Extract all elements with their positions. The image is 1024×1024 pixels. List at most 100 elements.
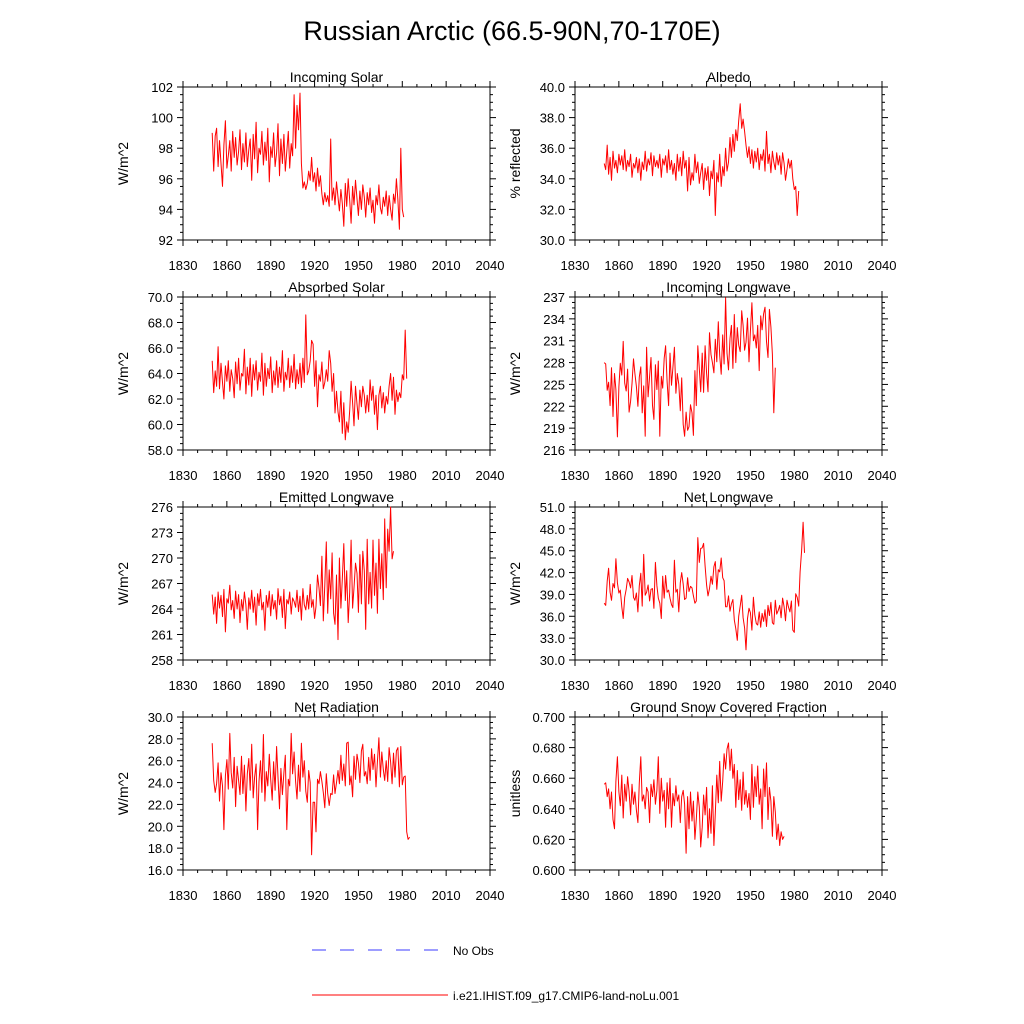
y-tick-label: 70.0	[148, 290, 173, 305]
panel-emitted-longwave: Emitted Longwave W/m^2 258 261 264 267 270 273 2…	[115, 489, 504, 693]
y-tick-label: 261	[151, 628, 173, 643]
x-tick-label: 2010	[824, 468, 853, 483]
panels: Incoming Solar W/m^2 92 94 96 98 100 102 1830 186…	[115, 69, 896, 903]
series-line	[211, 314, 408, 441]
y-tick-label: 64.0	[148, 367, 173, 382]
series-line	[211, 732, 411, 856]
x-tick-label: 1950	[736, 468, 765, 483]
x-tick-label: 1920	[692, 888, 721, 903]
y-tick-label: 273	[151, 526, 173, 541]
x-tick-label: 2010	[432, 258, 461, 273]
y-tick-label: 60.0	[148, 418, 173, 433]
x-tick-label: 1950	[736, 678, 765, 693]
panel-net-longwave: Net Longwave W/m^2 30.0 33.0 36.0 39.0 42.0 45.…	[507, 489, 896, 693]
x-tick-label: 1980	[388, 258, 417, 273]
x-tick-label: 1920	[692, 678, 721, 693]
panel-title: Net Radiation	[294, 699, 379, 715]
y-tick-label: 34.0	[540, 172, 565, 187]
panel-title: Ground Snow Covered Fraction	[630, 699, 827, 715]
series-line	[211, 92, 405, 230]
y-tick-label: 24.0	[148, 776, 173, 791]
panel-incoming-solar: Incoming Solar W/m^2 92 94 96 98 100 102 1830 186…	[115, 69, 504, 273]
y-axis-label: W/m^2	[507, 352, 523, 395]
x-tick-label: 1830	[561, 468, 590, 483]
y-tick-label: 32.0	[540, 202, 565, 217]
y-tick-label: 62.0	[148, 392, 173, 407]
x-tick-label: 1950	[736, 258, 765, 273]
figure-title: Russian Arctic (66.5-90N,70-170E)	[303, 16, 720, 46]
plot-frame	[574, 296, 883, 451]
x-tick-label: 1950	[344, 888, 373, 903]
plot-frame	[574, 506, 883, 661]
series-line	[603, 521, 805, 651]
plot-frame	[182, 86, 491, 241]
panel-ground-snow-covered-fraction: Ground Snow Covered Fraction unitless 0.60…	[507, 699, 896, 903]
y-tick-label: 267	[151, 577, 173, 592]
y-tick-label: 0.680	[532, 741, 565, 756]
y-tick-label: 22.0	[148, 797, 173, 812]
x-tick-label: 1950	[344, 678, 373, 693]
panel-title: Incoming Solar	[290, 69, 384, 85]
x-tick-label: 2010	[824, 888, 853, 903]
x-tick-label: 1860	[212, 468, 241, 483]
y-tick-label: 68.0	[148, 316, 173, 331]
x-tick-label: 1860	[604, 258, 633, 273]
x-tick-label: 1860	[604, 888, 633, 903]
x-tick-label: 1830	[169, 258, 198, 273]
x-tick-label: 1890	[256, 468, 285, 483]
x-tick-label: 1830	[169, 888, 198, 903]
y-tick-label: 231	[543, 334, 565, 349]
y-axis-label: W/m^2	[507, 562, 523, 605]
x-tick-label: 1830	[561, 258, 590, 273]
x-tick-label: 1920	[300, 678, 329, 693]
y-tick-label: 270	[151, 551, 173, 566]
y-axis-label: W/m^2	[115, 772, 131, 815]
x-tick-label: 1860	[604, 678, 633, 693]
y-tick-label: 98	[159, 141, 173, 156]
y-tick-label: 222	[543, 399, 565, 414]
x-tick-label: 2040	[476, 678, 505, 693]
y-tick-label: 51.0	[540, 500, 565, 515]
x-tick-label: 1830	[169, 678, 198, 693]
x-tick-label: 1920	[300, 468, 329, 483]
y-tick-label: 36.0	[540, 141, 565, 156]
x-tick-label: 1920	[300, 888, 329, 903]
x-tick-label: 2040	[868, 888, 897, 903]
legend-label-no-obs: No Obs	[453, 944, 494, 958]
x-tick-label: 1890	[256, 258, 285, 273]
legend-label-model: i.e21.IHIST.f09_g17.CMIP6-land-noLu.001	[453, 989, 679, 1003]
y-tick-label: 94	[159, 202, 173, 217]
x-tick-label: 1980	[780, 888, 809, 903]
y-axis-label: unitless	[507, 770, 523, 817]
x-tick-label: 1830	[561, 678, 590, 693]
y-tick-label: 102	[151, 80, 173, 95]
x-tick-label: 1980	[780, 678, 809, 693]
x-tick-label: 2010	[824, 258, 853, 273]
y-axis-label: W/m^2	[115, 562, 131, 605]
x-tick-label: 2010	[824, 678, 853, 693]
x-tick-label: 1950	[344, 468, 373, 483]
x-tick-label: 1890	[648, 678, 677, 693]
x-tick-label: 1890	[648, 468, 677, 483]
panel-title: Emitted Longwave	[279, 489, 394, 505]
y-tick-label: 0.600	[532, 863, 565, 878]
y-tick-label: 16.0	[148, 863, 173, 878]
y-tick-label: 48.0	[540, 522, 565, 537]
y-tick-label: 45.0	[540, 544, 565, 559]
x-tick-label: 2040	[868, 678, 897, 693]
x-tick-label: 1860	[212, 678, 241, 693]
panel-title: Albedo	[707, 69, 751, 85]
y-tick-label: 58.0	[148, 443, 173, 458]
x-tick-label: 1860	[212, 888, 241, 903]
y-axis-label: % reflected	[507, 128, 523, 198]
y-tick-label: 40.0	[540, 80, 565, 95]
panel-absorbed-solar: Absorbed Solar W/m^2 58.0 60.0 62.0 64.0 66.0 6…	[115, 279, 504, 483]
y-tick-label: 216	[543, 443, 565, 458]
x-tick-label: 1920	[692, 258, 721, 273]
x-tick-label: 2040	[868, 258, 897, 273]
x-tick-label: 1920	[692, 468, 721, 483]
y-tick-label: 225	[543, 377, 565, 392]
panel-albedo: Albedo % reflected 30.0 32.0 34.0 36.0 38.0 40.…	[507, 69, 896, 273]
x-tick-label: 2010	[432, 888, 461, 903]
x-tick-label: 2040	[476, 258, 505, 273]
